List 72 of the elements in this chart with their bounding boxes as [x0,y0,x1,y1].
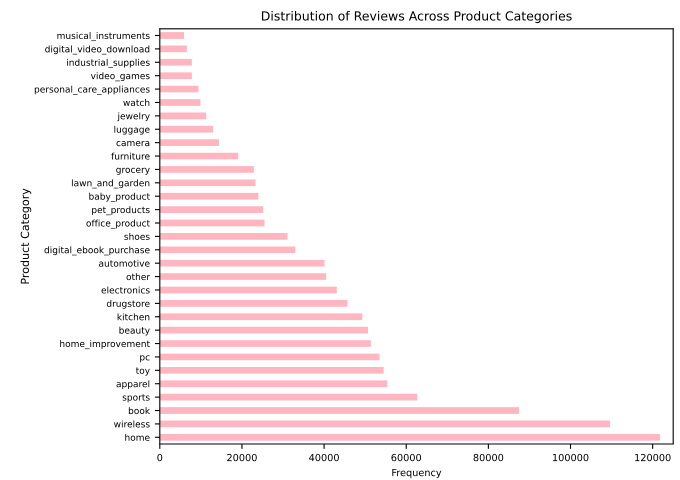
y-tick-label: book [128,407,150,414]
bar [160,32,184,39]
y-tick-label: video_games [90,72,150,82]
bar [160,394,418,400]
y-axis-title: Product Category [20,188,32,284]
x-tick-label: 120000 [635,454,671,462]
x-tick-label: 0 [157,454,162,462]
bar [160,260,324,267]
bar [160,380,388,388]
bar [160,152,238,160]
bar [160,286,337,294]
y-tick-label: grocery [116,168,150,175]
y-tick-label: digital_ebook_purchase [44,246,150,256]
y-tick-label: shoes [124,232,150,240]
bar [160,72,192,80]
y-tick-label: electronics [102,286,150,294]
y-tick-label: home_improvement [60,340,150,350]
y-tick-label: industrial_supplies [67,58,150,68]
y-tick-label: toy [136,367,150,376]
bar [160,192,258,200]
x-tick-label: 20000 [227,454,257,462]
y-tick-label: pet_products [92,206,150,216]
bar [160,179,256,186]
bar [160,246,296,254]
x-tick-label: 100000 [553,454,588,462]
bar [160,112,206,120]
bar [160,139,219,146]
bar [160,420,610,428]
bar [160,313,362,320]
y-tick-label: lawn_and_garden [72,179,150,188]
bar [160,233,288,240]
y-tick-label: personal_care_appliances [34,86,150,95]
y-tick-label: wireless [114,420,150,428]
y-tick-label: pc [140,355,150,362]
bar [160,166,254,173]
bar [160,354,380,360]
bar [160,434,660,441]
y-tick-label: other [126,273,150,280]
y-tick-label: automotive [99,260,150,267]
x-tick-label: 60000 [391,454,422,462]
bar [160,99,200,106]
y-tick-label: watch [123,99,150,106]
bar [160,58,192,66]
bar [160,206,264,213]
y-tick-label: jewelry [117,112,150,122]
bar [160,126,214,133]
y-tick-label: kitchen [118,313,150,320]
y-tick-label: camera [116,141,150,146]
y-tick-label: sports [122,394,150,402]
bar [160,220,265,226]
y-tick-label: musical_instruments [57,32,150,42]
y-tick-label: furniture [111,152,150,160]
bar [160,366,384,374]
bar [160,273,326,280]
bar [160,300,348,307]
y-tick-label: apparel [116,380,150,390]
bar [160,46,187,52]
chart-title: Distribution of Reviews Across Product Categories [262,10,572,24]
bar [160,407,520,414]
bar [160,86,198,92]
x-tick-label: 80000 [474,454,504,462]
x-axis-title: Frequency [392,468,442,478]
x-tick-label: 40000 [309,454,339,462]
bar [160,326,368,334]
y-tick-label: luggage [114,126,150,135]
y-tick-label: baby_product [89,192,150,202]
y-tick-label: office_product [86,220,150,229]
y-tick-label: digital_video_download [45,45,150,54]
y-tick-label: home [125,434,150,441]
bar [160,340,371,347]
y-tick-label: beauty [119,326,150,336]
y-tick-label: drugstore [106,300,150,309]
